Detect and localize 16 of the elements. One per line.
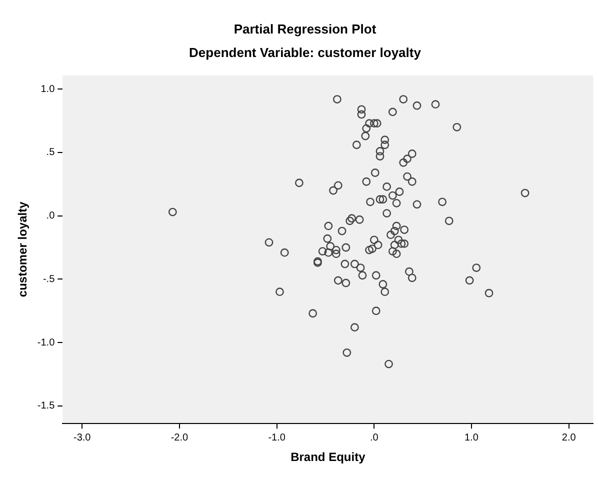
- x-tick-label: .0: [370, 432, 379, 444]
- chart-subtitle: Dependent Variable: customer loyalty: [189, 44, 422, 60]
- chart-title: Partial Regression Plot: [234, 21, 377, 36]
- y-tick-label: .5: [46, 147, 56, 158]
- x-tick-label: 2.0: [562, 432, 576, 444]
- y-axis-title: customer loyalty: [16, 201, 30, 298]
- y-tick-label: -1.0: [37, 337, 56, 348]
- x-tick-label: -2.0: [170, 432, 189, 444]
- x-tick-label: -3.0: [73, 432, 92, 444]
- x-tick-label: 1.0: [464, 432, 479, 444]
- x-axis-title: Brand Equity: [290, 450, 366, 464]
- x-tick-label: -1.0: [268, 432, 286, 444]
- y-tick-label: -1.5: [37, 400, 56, 412]
- y-tick-label: -.5: [42, 274, 56, 285]
- y-tick-label: .0: [46, 210, 56, 222]
- y-tick-label: 1.0: [40, 84, 56, 95]
